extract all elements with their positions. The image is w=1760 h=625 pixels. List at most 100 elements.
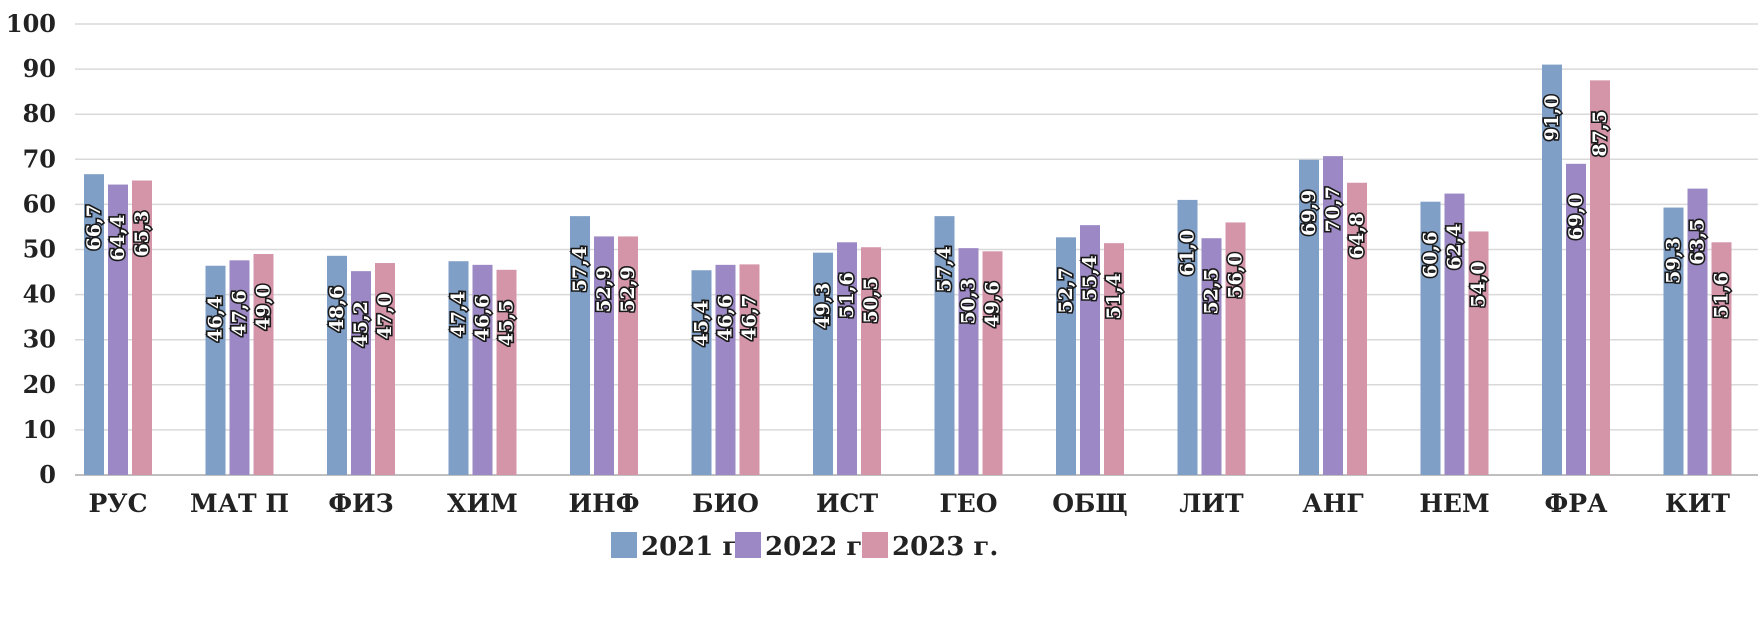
y-tick-label: 100 — [6, 9, 56, 38]
bar — [1347, 182, 1367, 475]
bar — [1080, 225, 1100, 475]
y-tick-label: 70 — [23, 144, 56, 173]
data-label: 64,8 — [1346, 213, 1368, 259]
bars — [84, 64, 1732, 476]
bar — [1104, 243, 1124, 475]
bar — [1201, 238, 1222, 475]
bar — [1663, 207, 1684, 475]
bar — [715, 264, 736, 475]
bar — [496, 269, 517, 475]
bar — [1468, 231, 1489, 475]
y-tick-label: 50 — [23, 235, 56, 264]
bar — [375, 263, 395, 475]
bar — [691, 270, 712, 475]
data-label: 59,3 — [1663, 238, 1685, 284]
bar — [448, 261, 469, 475]
bar — [84, 174, 104, 476]
bar — [1542, 64, 1562, 475]
data-label: 69,9 — [1298, 190, 1320, 236]
y-tick-label: 20 — [23, 370, 56, 399]
y-tick-label: 80 — [23, 99, 56, 128]
x-tick-label: ОБЩ — [1052, 489, 1127, 518]
bar — [132, 180, 152, 475]
bar — [861, 247, 881, 475]
bar — [1056, 237, 1076, 475]
x-tick-label: БИО — [692, 489, 759, 518]
bar — [958, 248, 979, 475]
data-label: 51,6 — [836, 272, 858, 318]
bar — [1566, 163, 1586, 475]
data-label: 63,5 — [1687, 219, 1709, 265]
x-tick-label: ФРА — [1545, 489, 1609, 518]
data-label: 46,7 — [739, 294, 761, 340]
data-label: 49,6 — [982, 281, 1004, 327]
legend-swatch — [862, 532, 888, 558]
data-label: 60,6 — [1420, 232, 1442, 278]
data-label: 47,6 — [229, 290, 251, 336]
data-label: 69,0 — [1565, 194, 1587, 240]
bar — [1177, 199, 1198, 475]
y-tick-label: 60 — [23, 189, 56, 218]
data-label: 62,4 — [1444, 224, 1466, 270]
data-label: 54,0 — [1468, 261, 1490, 307]
data-label: 46,4 — [205, 296, 227, 342]
x-tick-label: ФИЗ — [328, 489, 393, 518]
legend-swatch — [611, 532, 637, 558]
bar — [1590, 80, 1610, 475]
data-label: 55,4 — [1079, 255, 1101, 301]
data-label: 46,6 — [472, 295, 494, 341]
data-label: 52,7 — [1055, 267, 1077, 313]
data-label: 47,0 — [374, 293, 396, 339]
data-label: 45,5 — [496, 300, 518, 346]
data-label: 66,7 — [83, 204, 105, 250]
bar — [108, 184, 128, 475]
data-label: 45,4 — [691, 300, 713, 346]
data-label: 91,0 — [1541, 95, 1563, 141]
data-label: 50,5 — [860, 277, 882, 323]
x-tick-label: ХИМ — [447, 489, 518, 518]
data-label: 45,2 — [350, 301, 372, 347]
x-tick-label: РУС — [89, 489, 148, 518]
bar — [229, 260, 250, 475]
data-label: 70,7 — [1322, 186, 1344, 232]
data-label: 52,9 — [593, 266, 615, 312]
bar — [1711, 242, 1732, 475]
data-label: 52,9 — [617, 266, 639, 312]
data-label: 61,0 — [1177, 230, 1199, 276]
data-label: 49,0 — [253, 284, 275, 330]
bar — [1299, 159, 1319, 475]
data-label: 50,3 — [958, 278, 980, 324]
legend-label: 2021 г. — [641, 532, 747, 562]
legend: 2021 г. 2022 г. 2023 г. — [611, 532, 998, 562]
data-label: 46,6 — [715, 295, 737, 341]
y-tick-label: 40 — [23, 280, 56, 309]
x-tick-label: КИТ — [1665, 489, 1730, 518]
data-label: 64,4 — [107, 215, 129, 261]
bar — [205, 265, 226, 475]
data-label: 56,0 — [1225, 252, 1247, 298]
y-axis-ticks: 0 10 20 30 40 50 60 70 80 90 100 — [6, 9, 56, 489]
data-label: 51,4 — [1103, 273, 1125, 319]
bar — [351, 271, 371, 475]
bar — [813, 252, 833, 475]
x-tick-label: АНГ — [1302, 489, 1363, 518]
bar — [1225, 222, 1246, 475]
x-tick-label: ЛИТ — [1179, 489, 1244, 518]
bar — [934, 216, 955, 475]
bar — [618, 236, 638, 475]
data-label: 57,4 — [934, 246, 956, 292]
bar — [594, 236, 614, 475]
x-tick-label: МАТ П — [190, 489, 289, 518]
x-tick-label: НЕМ — [1419, 489, 1489, 518]
bar — [253, 254, 274, 475]
y-tick-label: 0 — [39, 460, 56, 489]
y-tick-label: 10 — [23, 415, 56, 444]
data-labels: 66,7 46,4 48,6 47,4 57,4 45,4 49,3 57,4 52,7 61,0… — [81, 93, 1734, 349]
data-label: 52,5 — [1201, 268, 1223, 314]
bar — [327, 255, 347, 475]
x-tick-label: ИСТ — [816, 489, 879, 518]
bar — [1444, 193, 1465, 476]
x-tick-label: ИНФ — [569, 489, 640, 518]
data-label: 57,4 — [569, 246, 591, 292]
